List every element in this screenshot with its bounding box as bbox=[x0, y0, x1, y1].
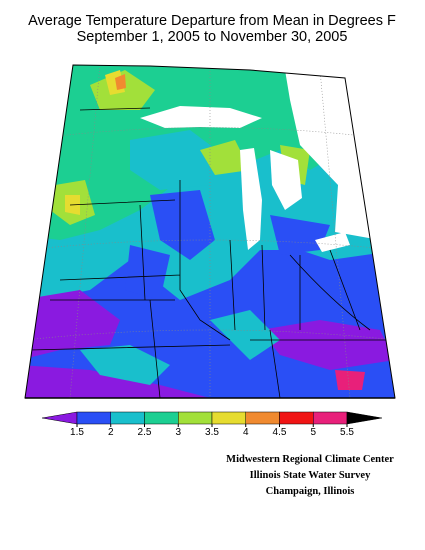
color-swatch bbox=[110, 411, 145, 425]
tick-label: 2.5 bbox=[138, 427, 152, 438]
tick-label: 5.5 bbox=[340, 427, 354, 438]
color-swatch bbox=[313, 411, 348, 425]
tick-label: 2 bbox=[108, 427, 114, 438]
credit: Illinois State Water Survey bbox=[250, 470, 371, 481]
colorbar: 1.5 2 2.5 3 3.5 4 4.5 5 5.5 bbox=[41, 411, 383, 438]
tick-label: 3 bbox=[175, 427, 181, 438]
tick-label: 3.5 bbox=[205, 427, 219, 438]
color-swatch bbox=[211, 411, 246, 425]
title-line: Average Temperature Departure from Mean … bbox=[28, 13, 396, 29]
tick-label: 4 bbox=[243, 427, 249, 438]
color-swatch bbox=[245, 411, 280, 425]
map bbox=[25, 65, 395, 398]
tick-label: 5 bbox=[310, 427, 316, 438]
color-swatch bbox=[178, 411, 213, 425]
credit: Champaign, Illinois bbox=[266, 486, 355, 497]
tick-label: 1.5 bbox=[70, 427, 84, 438]
color-swatch bbox=[76, 411, 111, 425]
credit: Midwestern Regional Climate Center bbox=[226, 454, 394, 465]
color-swatch bbox=[346, 411, 383, 425]
color-swatch bbox=[41, 411, 78, 425]
tick-label: 4.5 bbox=[273, 427, 287, 438]
color-swatch bbox=[144, 411, 179, 425]
color-swatch bbox=[279, 411, 314, 425]
title-line: September 1, 2005 to November 30, 2005 bbox=[77, 29, 348, 45]
